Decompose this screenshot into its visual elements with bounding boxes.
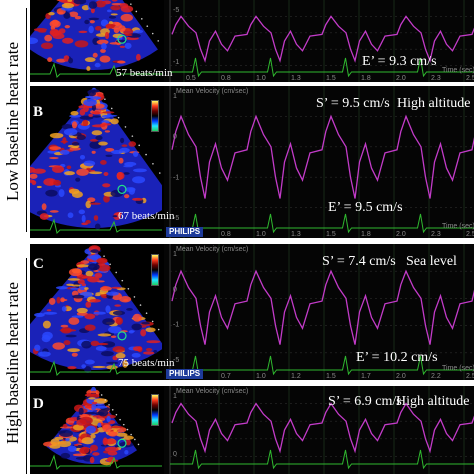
- x-tick-label: 1.5: [326, 231, 336, 238]
- x-tick-label: 2.5: [466, 373, 474, 380]
- velocity-trace: [171, 269, 474, 345]
- panel-letter: B: [33, 104, 44, 120]
- condition-label: High altitude: [397, 96, 471, 111]
- ecg-trace: [170, 449, 474, 470]
- x-tick-label: 2.3: [431, 75, 441, 82]
- y-tick-label: -1: [173, 322, 179, 329]
- y-tick-label: 0: [173, 451, 177, 458]
- ecg-trace: [30, 454, 162, 470]
- x-tick-label: 2.0: [396, 231, 406, 238]
- x-tick-label: 1.8: [361, 75, 371, 82]
- y-tick-label: 0: [173, 134, 177, 141]
- x-tick-label: 2.5: [466, 75, 474, 82]
- philips-logo: PHILIPS: [166, 227, 204, 237]
- echo-sector: [30, 0, 158, 71]
- e-prime-label: E’ = 9.3 cm/s: [362, 54, 437, 69]
- x-tick-label: 1.8: [361, 231, 371, 238]
- x-tick-label: 2.3: [431, 231, 441, 238]
- panel-letter: D: [33, 396, 44, 412]
- s-prime-label: S’ = 7.4 cm/s: [322, 254, 396, 269]
- y-tick-label: -5: [173, 215, 179, 222]
- x-axis-title: Time (sec): [442, 365, 474, 372]
- y-tick-label: -5: [173, 7, 179, 14]
- e-prime-label: E’ = 10.2 cm/s: [356, 350, 438, 365]
- heart-rate-label: 57 beats/min: [116, 67, 173, 79]
- x-tick-label: 0.8: [221, 75, 231, 82]
- x-tick-label: 1.2: [291, 373, 301, 380]
- velocity-trace: [171, 402, 474, 454]
- x-tick-label: 1.3: [291, 231, 301, 238]
- doppler-color-scale: [151, 254, 159, 286]
- echo-image: [30, 86, 162, 238]
- x-tick-label: 1.7: [361, 373, 371, 380]
- x-tick-label: 0.7: [221, 373, 231, 380]
- x-axis-title: Time (sec): [442, 223, 474, 230]
- x-tick-label: 1.5: [326, 75, 336, 82]
- echo-image: [30, 0, 162, 82]
- x-tick-label: 2.2: [431, 373, 441, 380]
- ecg-trace: [170, 57, 474, 78]
- echo-image: [30, 244, 162, 380]
- ecg-trace: [30, 218, 162, 234]
- y-tick-label: 1: [173, 251, 177, 258]
- velocity-trace: [171, 15, 474, 63]
- echo-sector: [30, 87, 162, 230]
- condition-label: Sea level: [406, 254, 457, 269]
- doppler-color-scale: [151, 394, 159, 426]
- sample-volume-marker: [117, 34, 127, 44]
- x-tick-label: 1.5: [326, 373, 336, 380]
- condition-label: High altitude: [396, 394, 470, 409]
- y-tick-label: 1: [173, 393, 177, 400]
- heart-rate-label: 67 beats/min: [118, 210, 175, 222]
- velocity-graph: -5 -1 0.5 0.8 1.0 1.3 1.5 1.8 2.0 2.3 2.5 Time (sec…: [164, 0, 474, 82]
- heart-rate-label: 75 beats/min: [118, 357, 175, 369]
- group-bracket-high: [26, 258, 27, 474]
- ecg-trace: [30, 62, 162, 78]
- y-axis-title: Mean Velocity (cm/sec): [176, 246, 249, 253]
- x-tick-label: 2.5: [466, 231, 474, 238]
- echo-sector: [30, 245, 162, 373]
- y-axis-title: Mean Velocity (cm/sec): [176, 388, 249, 395]
- echo-image: [30, 386, 162, 474]
- x-tick-label: 2.0: [396, 75, 406, 82]
- y-tick-label: 1: [173, 93, 177, 100]
- ecg-trace: [30, 360, 162, 376]
- x-tick-label: 1.0: [256, 373, 266, 380]
- sample-volume-marker: [117, 331, 127, 341]
- x-tick-label: 2.0: [396, 373, 406, 380]
- y-tick-label: -5: [173, 357, 179, 364]
- y-axis-title: Mean Velocity (cm/sec): [176, 88, 249, 95]
- sample-volume-marker: [117, 438, 127, 448]
- s-prime-label: S’ = 9.5 cm/s: [316, 96, 390, 111]
- x-tick-label: 1.0: [256, 231, 266, 238]
- group-label-low: Low baseline heart rate: [3, 41, 22, 201]
- sample-volume-marker: [117, 184, 127, 194]
- y-tick-label: -1: [173, 59, 179, 66]
- y-tick-label: -1: [173, 174, 179, 181]
- panel-a: -5 -1 0.5 0.8 1.0 1.3 1.5 1.8 2.0 2.3 2.5 Time (sec…: [30, 0, 474, 82]
- doppler-color-scale: [151, 100, 159, 132]
- panel-letter: C: [33, 256, 44, 272]
- x-tick-label: 1.3: [291, 75, 301, 82]
- x-tick-label: 0.8: [221, 231, 231, 238]
- group-bracket-low: [26, 8, 27, 232]
- y-tick-label: 0: [173, 286, 177, 293]
- velocity-trace: [171, 114, 474, 199]
- e-prime-label: E’ = 9.5 cm/s: [328, 200, 403, 215]
- x-tick-label: 0.5: [186, 75, 196, 82]
- group-label-high: High baseline heart rate: [3, 282, 22, 444]
- x-axis-title: Time (sec): [442, 67, 474, 74]
- echo-sector: [43, 386, 137, 466]
- x-tick-label: 1.0: [256, 75, 266, 82]
- philips-logo: PHILIPS: [166, 369, 204, 379]
- s-prime-label: S’ = 6.9 cm/s: [328, 394, 402, 409]
- ecg-trace: [170, 213, 474, 234]
